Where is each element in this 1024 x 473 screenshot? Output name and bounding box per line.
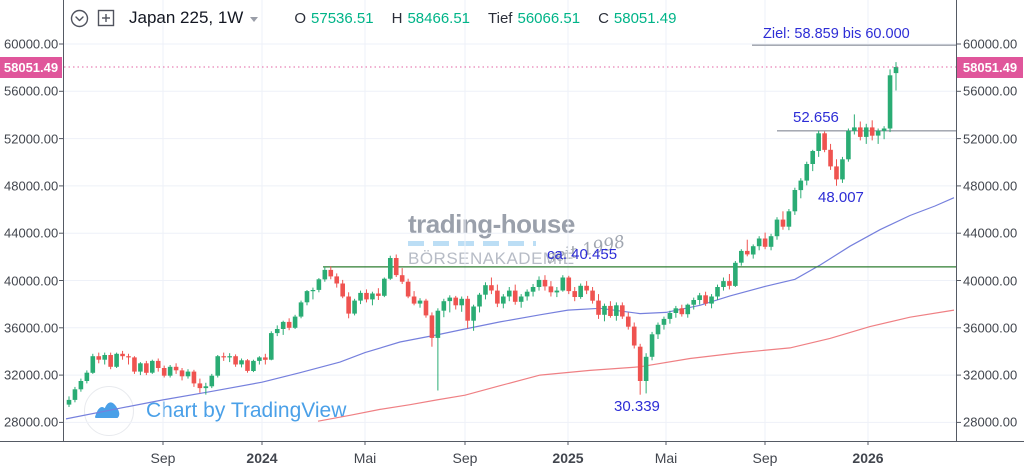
price-tick-label: 36000.00 [963,320,1018,336]
annotation-breakout: ca. 40.455 [547,246,618,263]
price-tick-label: 28000.00 [4,414,59,430]
price-tick-label: 52000.00 [4,131,59,147]
price-tick-label: 32000.00 [4,367,59,383]
time-tick-label: Sep [452,450,478,466]
tradingview-attribution[interactable]: Chart by TradingView [84,386,346,436]
tradingview-logo-icon[interactable] [84,386,134,436]
last-price-badge-right: 58051.49 [957,56,1023,78]
time-tick-label: 2025 [552,450,584,466]
open-value: 57536.51 [311,9,374,27]
annotation-resistance: 52.656 [793,109,839,126]
time-tick-label: 2026 [852,450,884,466]
price-tick-label: 44000.00 [963,225,1018,241]
time-tick-label: 2024 [246,450,278,466]
time-tick-label: Sep [752,450,778,466]
price-axis-left[interactable]: 60000.00 56000.00 52000.00 48000.00 44000.00… [0,0,63,441]
price-tick-label: 32000.00 [963,367,1018,383]
annotation-crash-low: 30.339 [614,398,660,415]
price-tick-label: 28000.00 [963,414,1018,430]
price-tick-label: 48000.00 [4,178,59,194]
price-tick-label: 36000.00 [4,320,59,336]
price-tick-label: 60000.00 [4,36,59,52]
price-tick-label: 40000.00 [4,273,59,288]
add-symbol-icon[interactable] [97,9,115,27]
price-axis-right[interactable]: 60000.00 56000.00 52000.00 48000.00 44000.00… [957,0,1024,441]
time-axis[interactable]: Sep 2024 Mai Sep 2025 Mai Sep 2026 [0,441,1024,473]
high-value: 58466.51 [407,9,471,27]
price-tick-label: 40000.00 [963,273,1018,288]
chart-legend: Japan 225, 1W O 57536.51 H 58466.51 Tief… [70,0,676,36]
symbol-title[interactable]: Japan 225, 1W [129,8,244,27]
price-tick-label: 48000.00 [963,178,1018,194]
price-tick-label: 60000.00 [963,36,1018,52]
open-label: O [294,9,307,27]
annotation-pullback-low: 48.007 [818,189,864,206]
annotation-target: Ziel: 58.859 bis 60.000 [763,26,910,42]
close-label: C [598,9,609,27]
attribution-link[interactable]: Chart by TradingView [146,399,347,422]
low-label: Tief [488,9,513,27]
price-tick-label: 56000.00 [4,83,59,99]
last-price-badge-left: 58051.49 [0,56,62,78]
time-tick-label: Mai [654,450,678,466]
price-tick-label: 56000.00 [963,83,1018,99]
close-value: 58051.49 [613,9,677,27]
time-tick-label: Sep [150,450,176,466]
collapse-icon[interactable] [70,9,89,28]
time-tick-label: Mai [353,450,377,466]
low-value: 56066.51 [517,9,581,27]
price-tick-label: 52000.00 [963,131,1018,147]
price-tick-label: 44000.00 [4,225,59,241]
chevron-down-icon[interactable] [250,16,259,22]
high-label: H [391,9,403,27]
